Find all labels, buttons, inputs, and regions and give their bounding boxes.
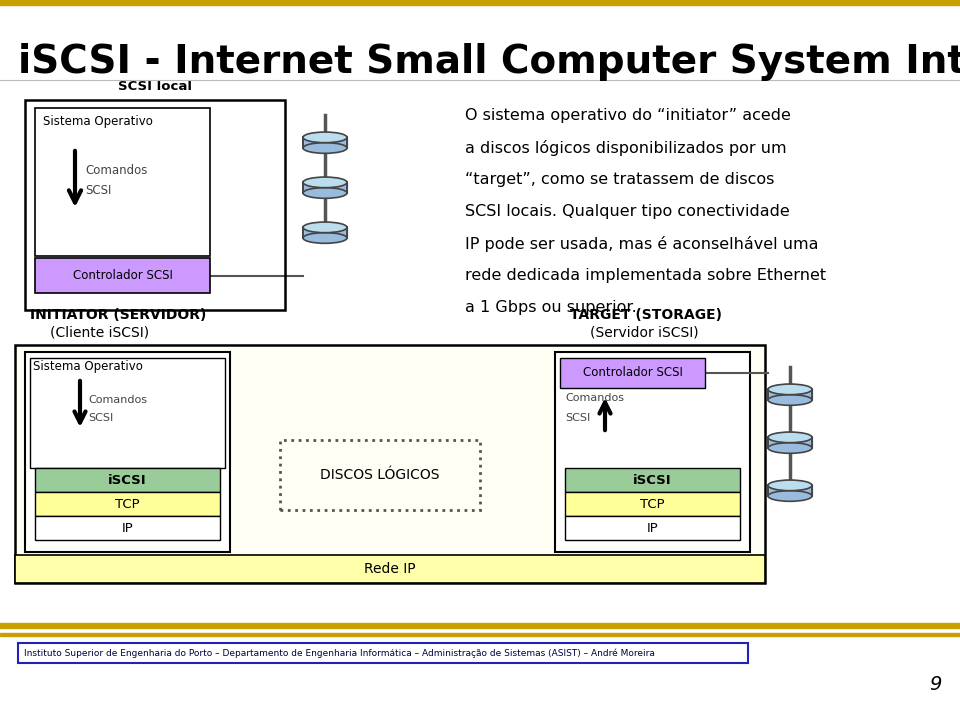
Text: SCSI: SCSI xyxy=(85,184,111,196)
Bar xyxy=(0,0,960,5)
Text: SCSI locais. Qualquer tipo conectividade: SCSI locais. Qualquer tipo conectividade xyxy=(465,204,790,219)
Polygon shape xyxy=(768,437,812,448)
Text: Controlador SCSI: Controlador SCSI xyxy=(583,366,683,380)
Text: IP pode ser usada, mas é aconselhável uma: IP pode ser usada, mas é aconselhável um… xyxy=(465,236,819,252)
Text: O sistema operativo do “initiator” acede: O sistema operativo do “initiator” acede xyxy=(465,108,791,123)
Text: INITIATOR (SERVIDOR): INITIATOR (SERVIDOR) xyxy=(30,308,206,322)
Bar xyxy=(35,492,220,516)
Bar xyxy=(15,555,765,583)
Text: Instituto Superior de Engenharia do Porto – Departamento de Engenharia Informáti: Instituto Superior de Engenharia do Port… xyxy=(24,648,655,658)
Polygon shape xyxy=(303,138,347,148)
Polygon shape xyxy=(768,390,812,400)
Text: “target”, como se tratassem de discos: “target”, como se tratassem de discos xyxy=(465,172,775,187)
Text: rede dedicada implementada sobre Ethernet: rede dedicada implementada sobre Etherne… xyxy=(465,268,827,283)
Text: Comandos: Comandos xyxy=(88,395,147,405)
Text: iSCSI - Internet Small Computer System Interface: iSCSI - Internet Small Computer System I… xyxy=(18,43,960,81)
Ellipse shape xyxy=(303,188,347,198)
Bar xyxy=(0,623,960,628)
Ellipse shape xyxy=(303,132,347,143)
Bar xyxy=(30,358,225,468)
Text: a 1 Gbps ou superior.: a 1 Gbps ou superior. xyxy=(465,300,636,315)
Ellipse shape xyxy=(768,480,812,491)
Text: TCP: TCP xyxy=(115,498,140,510)
Text: TARGET (STORAGE): TARGET (STORAGE) xyxy=(570,308,722,322)
Ellipse shape xyxy=(768,491,812,501)
Ellipse shape xyxy=(303,143,347,153)
Bar xyxy=(560,358,705,388)
Ellipse shape xyxy=(768,443,812,453)
Bar xyxy=(25,352,230,552)
Text: Controlador SCSI: Controlador SCSI xyxy=(73,269,173,282)
Ellipse shape xyxy=(768,395,812,405)
Ellipse shape xyxy=(303,233,347,244)
Bar xyxy=(18,643,748,663)
Polygon shape xyxy=(768,485,812,496)
Text: a discos lógicos disponibilizados por um: a discos lógicos disponibilizados por um xyxy=(465,140,786,156)
Bar xyxy=(280,440,480,510)
Bar xyxy=(565,516,740,540)
Text: DISCOS LÓGICOS: DISCOS LÓGICOS xyxy=(321,468,440,482)
Text: SCSI: SCSI xyxy=(88,413,113,423)
Text: Sistema Operativo: Sistema Operativo xyxy=(33,360,143,373)
Text: IP: IP xyxy=(647,522,659,534)
Bar xyxy=(565,468,740,492)
Ellipse shape xyxy=(768,432,812,443)
Polygon shape xyxy=(303,182,347,193)
Text: Comandos: Comandos xyxy=(85,164,148,176)
Ellipse shape xyxy=(768,384,812,395)
Ellipse shape xyxy=(303,222,347,233)
Text: Comandos: Comandos xyxy=(565,393,624,403)
Bar xyxy=(35,516,220,540)
Bar xyxy=(555,352,750,552)
Text: IP: IP xyxy=(122,522,133,534)
Text: iSCSI: iSCSI xyxy=(108,474,147,486)
Text: SCSI local: SCSI local xyxy=(118,80,192,93)
Bar xyxy=(0,633,960,636)
Text: iSCSI: iSCSI xyxy=(634,474,672,486)
Text: (Cliente iSCSI): (Cliente iSCSI) xyxy=(50,326,149,340)
Text: 9: 9 xyxy=(929,676,942,695)
Text: Rede IP: Rede IP xyxy=(364,562,416,576)
Text: SCSI: SCSI xyxy=(565,413,590,423)
Text: TCP: TCP xyxy=(640,498,665,510)
Bar xyxy=(15,345,765,583)
Text: (Servidor iSCSI): (Servidor iSCSI) xyxy=(590,326,699,340)
Polygon shape xyxy=(303,227,347,238)
Bar xyxy=(35,108,210,256)
Ellipse shape xyxy=(303,177,347,188)
Bar xyxy=(565,492,740,516)
Bar xyxy=(35,258,210,293)
Bar xyxy=(35,468,220,492)
Bar xyxy=(25,100,285,310)
Text: Sistema Operativo: Sistema Operativo xyxy=(43,115,153,128)
